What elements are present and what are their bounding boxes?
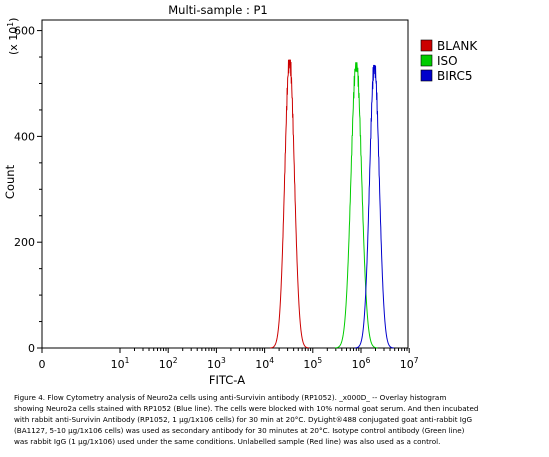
legend-swatch-blank (420, 39, 433, 52)
x-tick-label: 106 (352, 356, 371, 371)
histogram-series (270, 59, 394, 349)
y-axis-ticks: 0 200 400 600 (14, 25, 42, 355)
series-line-birc5 (355, 64, 394, 349)
x-axis-label: FITC-A (209, 373, 245, 387)
legend-label-birc5: BIRC5 (437, 69, 473, 83)
y-tick-label: 400 (14, 130, 35, 143)
x-tick-label: 101 (111, 356, 130, 371)
legend-swatch-iso (420, 54, 433, 67)
series-line-blank (270, 59, 309, 349)
legend-label-blank: BLANK (437, 39, 478, 53)
caption-line-3: with rabbit anti-Survivin Antibody (RP10… (14, 415, 473, 424)
legend-label-iso: ISO (437, 54, 458, 68)
y-multiplier-label: (x 101) (6, 18, 20, 55)
caption-line-4: (BA1127, 5-10 µg/1x106 cells) was used a… (14, 426, 465, 435)
series-line-iso (335, 62, 378, 349)
y-multiplier-prefix: (x 10 (7, 27, 20, 55)
y-multiplier-suffix: ) (7, 18, 20, 22)
x-tick-label: 102 (159, 356, 178, 371)
x-tick-label: 0 (39, 358, 46, 371)
caption-line-2: showing Neuro2a cells stained with RP105… (14, 404, 479, 413)
x-tick-label: 105 (303, 356, 322, 371)
caption-line-5: was rabbit IgG (1 µg/1x106) used under t… (14, 437, 441, 446)
legend-swatch-birc5 (420, 69, 433, 82)
caption-line-1: Figure 4. Flow Cytometry analysis of Neu… (14, 393, 447, 402)
figure-caption: Figure 4. Flow Cytometry analysis of Neu… (14, 392, 539, 447)
y-tick-label: 0 (28, 342, 35, 355)
x-tick-label: 103 (207, 356, 226, 371)
x-tick-label: 104 (255, 356, 274, 371)
y-tick-label: 200 (14, 236, 35, 249)
y-multiplier-exponent: 1 (6, 22, 15, 27)
y-tick-label: 600 (14, 25, 35, 38)
x-axis-ticks: 0 101 102 103 104 105 106 107 (39, 348, 419, 371)
x-tick-label: 107 (400, 356, 419, 371)
plot-frame (41, 19, 409, 349)
svg-text:(x 101): (x 101) (6, 18, 20, 55)
y-axis-label: Count (3, 164, 17, 199)
chart-title: Multi-sample : P1 (168, 3, 268, 17)
y-axis-title: Count (3, 164, 17, 199)
